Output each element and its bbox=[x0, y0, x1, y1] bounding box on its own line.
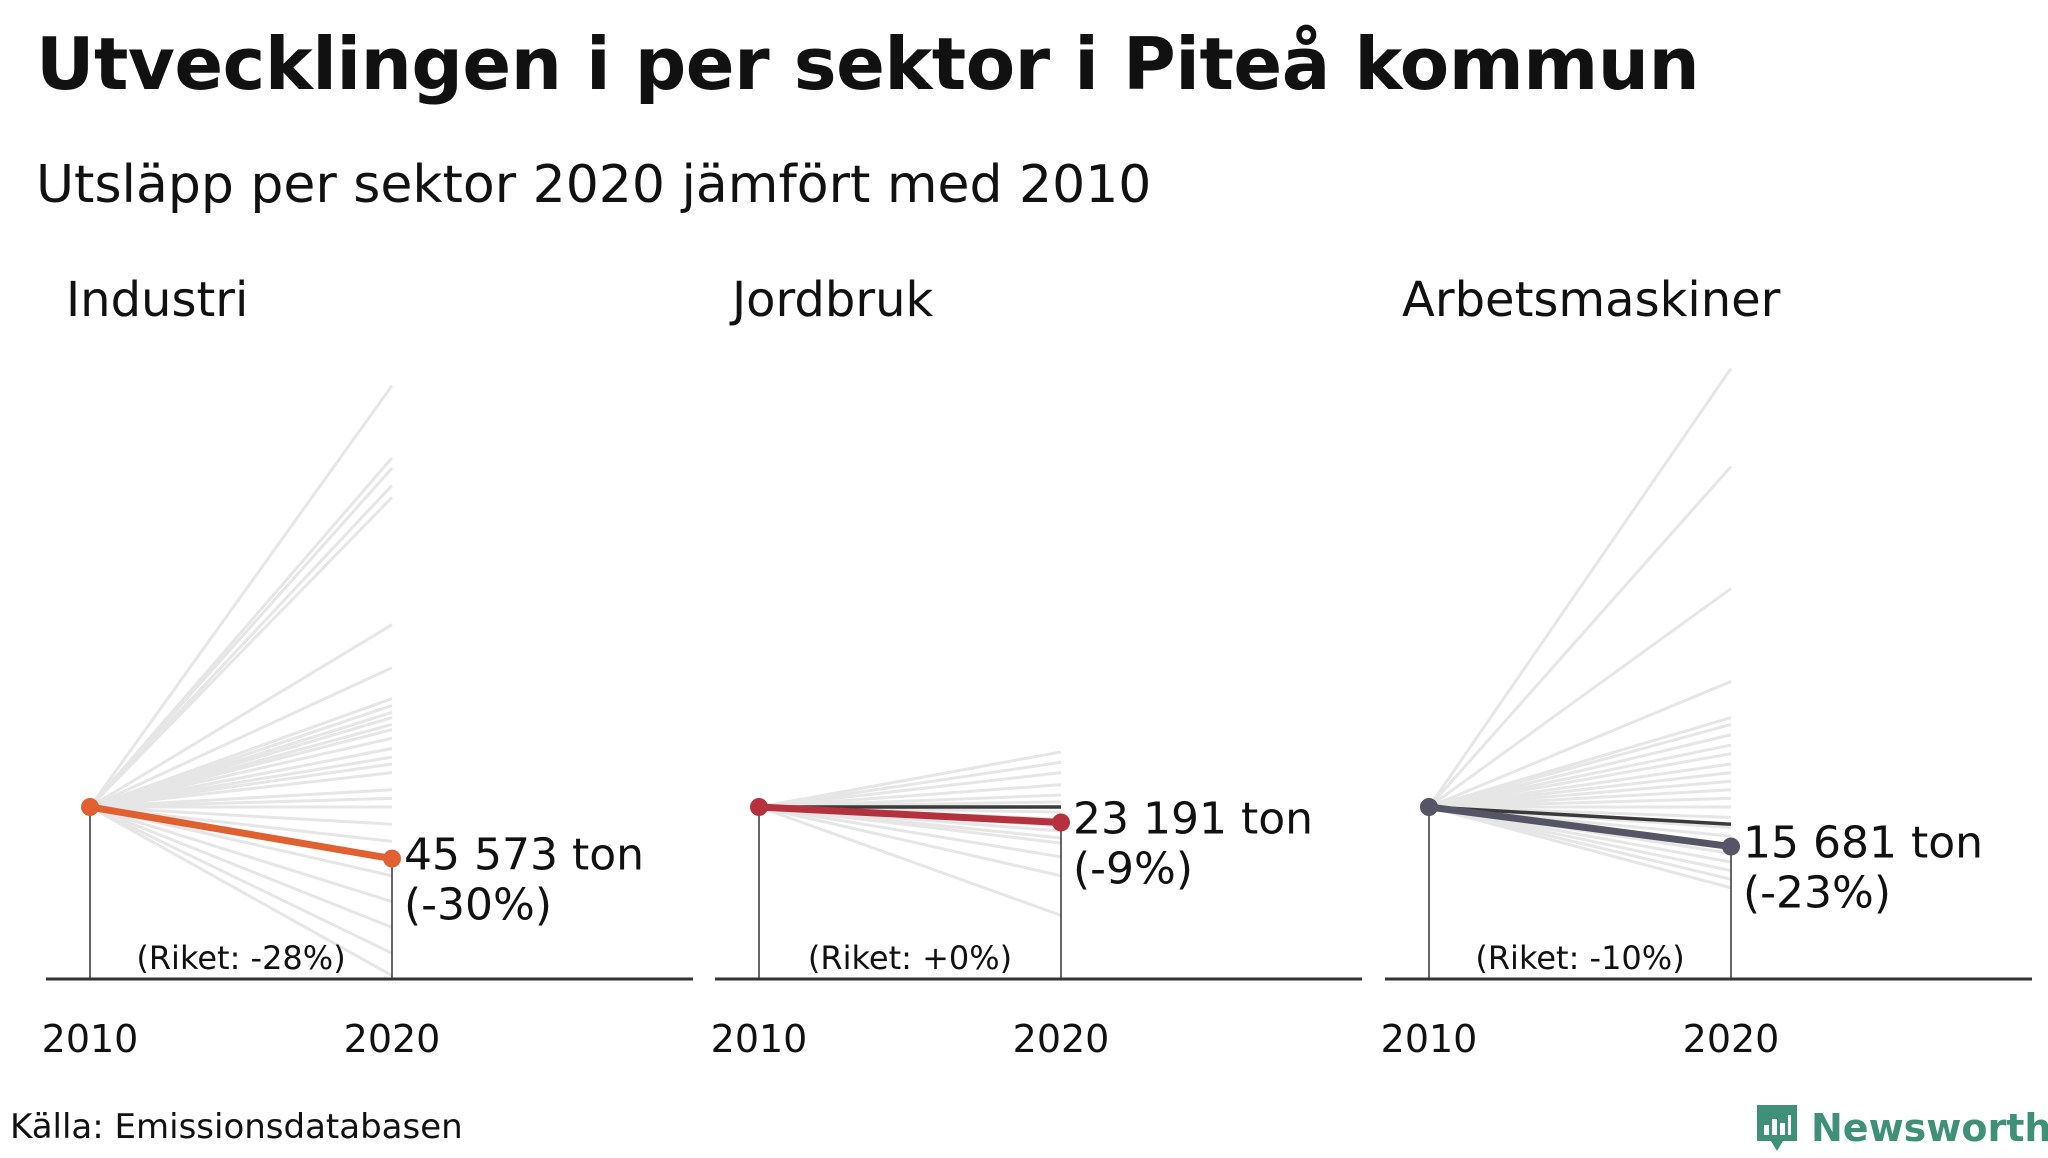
comparison-line-jordbruk-13 bbox=[758, 805, 1062, 878]
source-note: Källa: Emissionsdatabasen bbox=[10, 1107, 463, 1147]
change-label-arbetsmaskiner: (-23%) bbox=[1743, 868, 1891, 919]
tick-label-2010-jordbruk: 2010 bbox=[711, 1017, 808, 1061]
national-label-jordbruk: (Riket: +0%) bbox=[808, 939, 1012, 977]
national-label-industri: (Riket: -28%) bbox=[136, 939, 345, 977]
change-label-industri: (-30%) bbox=[404, 880, 552, 931]
highlight-point-2020-arbetsmaskiner bbox=[1722, 837, 1740, 856]
comparison-line-arbetsmaskiner-23 bbox=[1428, 805, 1732, 890]
comparison-line-industri-17 bbox=[89, 771, 393, 809]
value-label-industri: 45 573 ton bbox=[404, 830, 644, 881]
change-label-jordbruk: (-9%) bbox=[1073, 843, 1193, 894]
value-label-arbetsmaskiner: 15 681 ton bbox=[1743, 818, 1983, 869]
brand-logo: Newsworthy bbox=[1753, 1098, 2048, 1158]
chart-subtitle: Utsläpp per sektor 2020 jämfört med 2010 bbox=[36, 155, 1152, 215]
comparison-line-industri-27 bbox=[89, 805, 393, 955]
small-multiples-chart: Industri 45 573 ton(-30%) (Riket: -28%) 201… bbox=[42, 272, 2032, 1061]
tick-label-2020-arbetsmaskiner: 2020 bbox=[1683, 1017, 1780, 1061]
tick-label-2020-industri: 2020 bbox=[344, 1017, 441, 1061]
comparison-line-jordbruk-12 bbox=[758, 805, 1062, 859]
comparison-line-arbetsmaskiner-8 bbox=[1428, 752, 1732, 809]
comparison-line-arbetsmaskiner-2 bbox=[1428, 587, 1732, 809]
comparison-line-industri-4 bbox=[88, 496, 394, 809]
tick-label-2010-industri: 2010 bbox=[42, 1017, 139, 1061]
highlight-point-2010-jordbruk bbox=[750, 798, 768, 816]
tick-label-2010-arbetsmaskiner: 2010 bbox=[1381, 1017, 1478, 1061]
highlight-line-arbetsmaskiner bbox=[1425, 803, 1735, 851]
panel-title-jordbruk: Jordbruk bbox=[729, 272, 934, 328]
brand-name: Newsworthy bbox=[1811, 1106, 2048, 1150]
highlight-line-industri bbox=[86, 803, 396, 863]
national-label-arbetsmaskiner: (Riket: -10%) bbox=[1475, 939, 1684, 977]
comparison-line-jordbruk-0 bbox=[758, 750, 1062, 809]
value-label-jordbruk: 23 191 ton bbox=[1073, 793, 1313, 844]
comparison-line-arbetsmaskiner-1 bbox=[1427, 465, 1733, 808]
panel-title-arbetsmaskiner: Arbetsmaskiner bbox=[1402, 272, 1781, 328]
highlight-point-2010-industri bbox=[81, 798, 99, 816]
comparison-line-industri-28 bbox=[89, 805, 393, 977]
comparison-line-industri-6 bbox=[89, 666, 393, 809]
comparison-line-industri-25 bbox=[89, 805, 393, 904]
comparison-line-industri-26 bbox=[89, 805, 393, 929]
highlight-point-2020-jordbruk bbox=[1052, 813, 1070, 832]
comparison-line-jordbruk-1 bbox=[758, 760, 1062, 809]
comparison-line-jordbruk-14 bbox=[758, 805, 1062, 917]
comparison-line-industri-2 bbox=[88, 467, 394, 808]
chart-title: Utvecklingen i per sektor i Piteå kommun bbox=[36, 22, 1700, 106]
comparison-line-industri-5 bbox=[89, 623, 393, 809]
comparison-line-industri-0 bbox=[88, 384, 394, 808]
newsworthy-logo-icon bbox=[1757, 1105, 1797, 1151]
national-line-arbetsmaskiner bbox=[1428, 805, 1732, 826]
comparison-line-industri-21 bbox=[89, 805, 393, 826]
highlight-line-jordbruk bbox=[755, 803, 1065, 826]
comparison-line-jordbruk-3 bbox=[758, 783, 1062, 809]
comparison-line-jordbruk-2 bbox=[758, 771, 1062, 809]
tick-label-2020-jordbruk: 2020 bbox=[1013, 1017, 1110, 1061]
comparison-line-arbetsmaskiner-0 bbox=[1427, 367, 1733, 808]
highlight-point-2010-arbetsmaskiner bbox=[1420, 798, 1438, 816]
highlight-point-2020-industri bbox=[383, 849, 401, 868]
panel-title-industri: Industri bbox=[66, 272, 248, 328]
comparison-line-arbetsmaskiner-3 bbox=[1428, 680, 1732, 809]
comparison-line-arbetsmaskiner-6 bbox=[1428, 733, 1732, 809]
comparison-line-industri-13 bbox=[89, 736, 393, 809]
comparison-line-arbetsmaskiner-5 bbox=[1428, 722, 1732, 809]
